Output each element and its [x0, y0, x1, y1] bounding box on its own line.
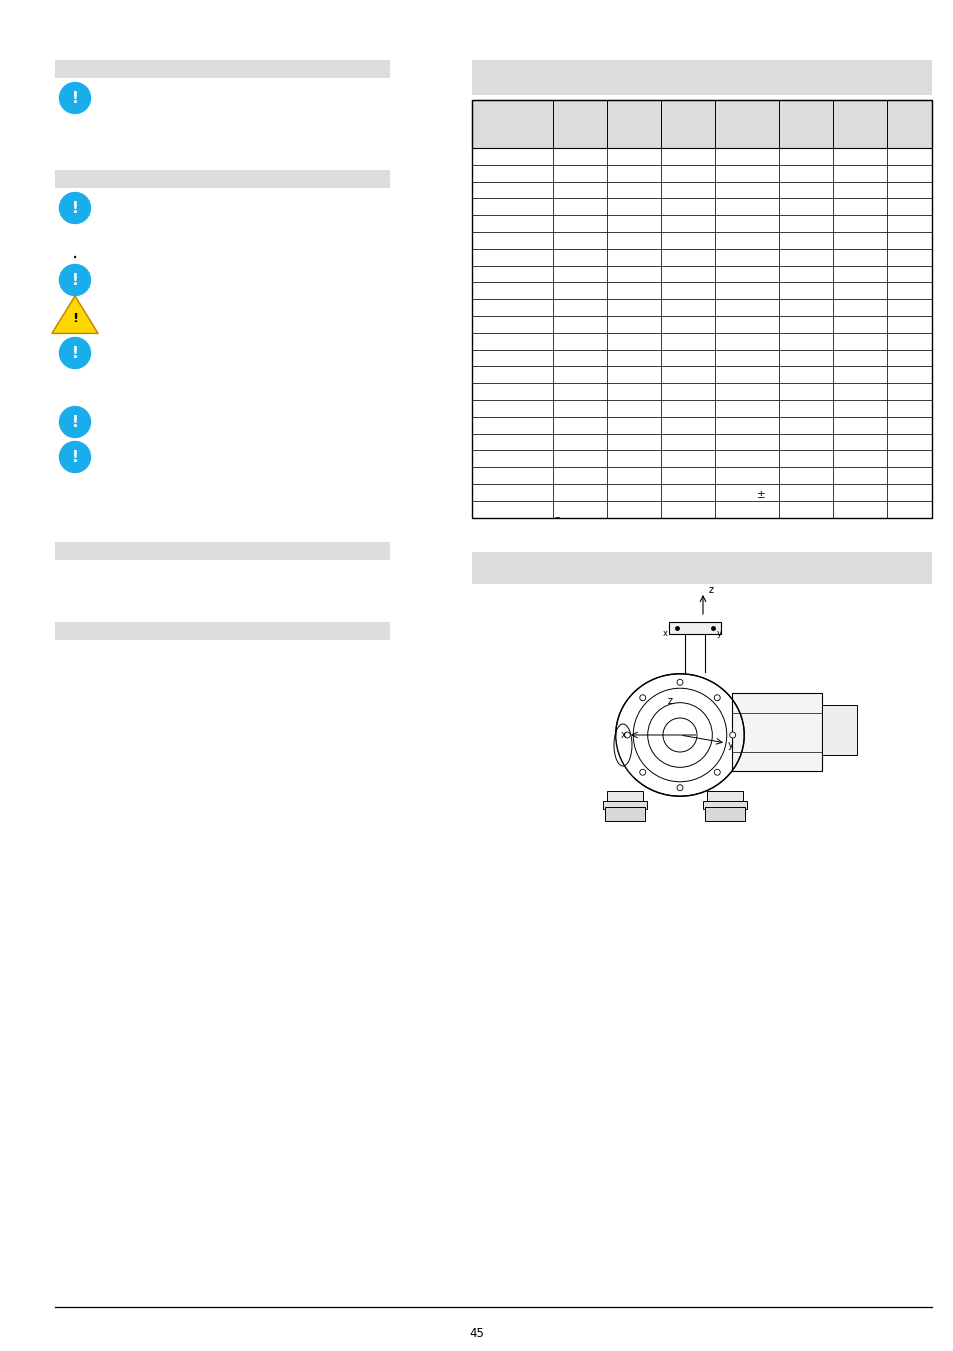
Text: z: z	[667, 696, 672, 707]
Text: x: x	[620, 730, 626, 740]
FancyBboxPatch shape	[55, 621, 390, 640]
Text: y: y	[726, 740, 732, 750]
Circle shape	[639, 694, 645, 701]
Text: !: !	[71, 273, 78, 288]
Text: x: x	[661, 628, 667, 638]
FancyBboxPatch shape	[472, 100, 931, 149]
Text: y: y	[716, 628, 720, 638]
Circle shape	[729, 732, 735, 738]
Circle shape	[59, 338, 91, 369]
Circle shape	[623, 732, 630, 738]
Text: ±: ±	[757, 490, 765, 500]
Text: !: !	[71, 346, 78, 361]
FancyBboxPatch shape	[55, 59, 390, 78]
FancyBboxPatch shape	[604, 808, 644, 821]
FancyBboxPatch shape	[55, 542, 390, 561]
Text: !: !	[71, 92, 78, 107]
Text: !: !	[71, 201, 78, 216]
Text: !: !	[71, 450, 78, 465]
FancyBboxPatch shape	[472, 553, 931, 584]
Circle shape	[59, 407, 91, 438]
FancyBboxPatch shape	[821, 705, 856, 755]
Circle shape	[714, 769, 720, 775]
Text: –: –	[555, 512, 559, 521]
FancyBboxPatch shape	[731, 693, 821, 771]
FancyBboxPatch shape	[704, 808, 744, 821]
Polygon shape	[52, 296, 98, 334]
Circle shape	[59, 442, 91, 473]
Text: !: !	[71, 312, 78, 324]
Circle shape	[639, 769, 645, 775]
FancyBboxPatch shape	[55, 170, 390, 188]
Circle shape	[59, 82, 91, 113]
Circle shape	[59, 192, 91, 223]
FancyBboxPatch shape	[472, 59, 931, 95]
FancyBboxPatch shape	[602, 801, 646, 809]
Text: !: !	[71, 415, 78, 431]
Circle shape	[714, 694, 720, 701]
FancyBboxPatch shape	[706, 792, 742, 804]
FancyBboxPatch shape	[702, 801, 746, 809]
Circle shape	[677, 785, 682, 790]
Text: .: .	[71, 242, 78, 262]
FancyBboxPatch shape	[668, 621, 720, 634]
Circle shape	[677, 680, 682, 685]
Text: 45: 45	[469, 1327, 484, 1340]
Circle shape	[59, 265, 91, 296]
Text: z: z	[708, 585, 713, 594]
FancyBboxPatch shape	[606, 792, 642, 804]
